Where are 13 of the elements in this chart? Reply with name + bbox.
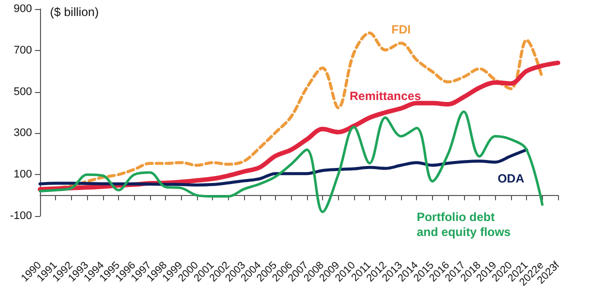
y-tick-label: 100 — [14, 168, 32, 181]
line-series — [38, 148, 528, 186]
y-axis-title: ($ billion) — [50, 5, 99, 19]
y-tick-label: 300 — [14, 127, 32, 140]
y-tick-label: 900 — [14, 3, 32, 15]
series-label: FDI — [391, 22, 411, 37]
y-tick-label: 700 — [14, 44, 32, 56]
line-series — [38, 110, 544, 214]
series-label: ODA — [498, 172, 525, 186]
series-label: Remittances — [350, 88, 422, 103]
text: Portfolio debt and equity flows — [416, 210, 512, 239]
y-tick-label: 500 — [14, 86, 32, 98]
y-tick-label: -100 — [10, 210, 32, 222]
